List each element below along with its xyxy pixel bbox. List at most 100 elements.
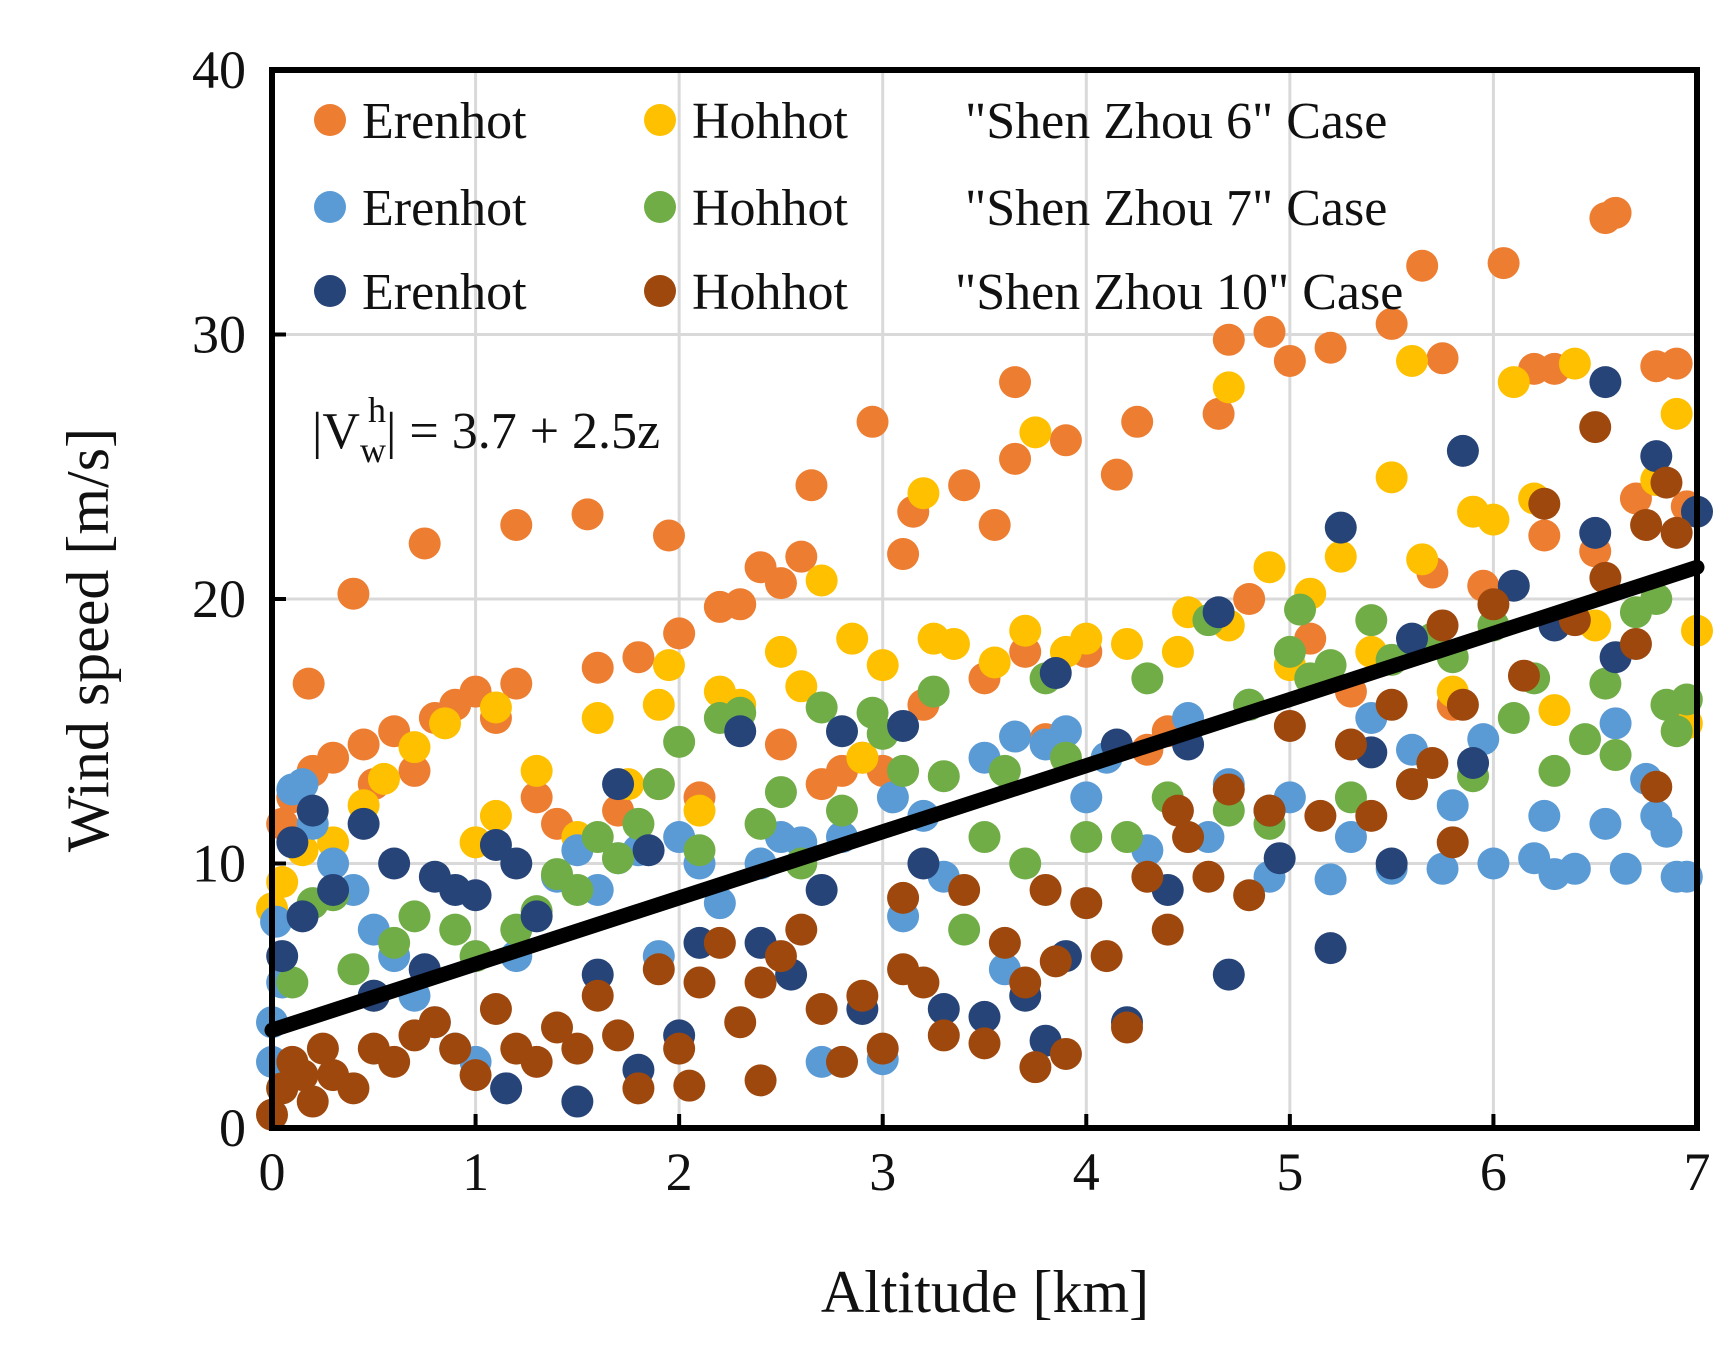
data-point bbox=[500, 847, 533, 880]
data-point bbox=[296, 794, 329, 827]
data-point bbox=[999, 366, 1032, 399]
data-point bbox=[1396, 768, 1428, 801]
data-point bbox=[1273, 635, 1306, 668]
data-point bbox=[826, 794, 858, 827]
data-point bbox=[317, 873, 350, 906]
data-point bbox=[1151, 913, 1184, 946]
data-point bbox=[1497, 569, 1530, 602]
data-point bbox=[1212, 323, 1245, 356]
data-point bbox=[866, 649, 899, 682]
data-point bbox=[317, 847, 350, 880]
data-point bbox=[744, 1064, 777, 1097]
data-point bbox=[1090, 940, 1123, 973]
legend-marker bbox=[644, 191, 676, 223]
data-point bbox=[968, 1000, 1001, 1033]
data-point bbox=[887, 754, 920, 787]
y-tick-label: 20 bbox=[192, 569, 246, 629]
data-point bbox=[1212, 371, 1245, 404]
data-point bbox=[805, 691, 838, 724]
data-point bbox=[1019, 1051, 1052, 1084]
data-point bbox=[1375, 307, 1408, 340]
data-point bbox=[429, 707, 462, 740]
fit-equation-lhs: |V bbox=[312, 403, 360, 460]
data-point bbox=[724, 588, 757, 621]
data-point bbox=[1161, 635, 1194, 668]
data-point bbox=[1049, 715, 1082, 748]
data-point bbox=[561, 1085, 594, 1118]
data-point bbox=[1528, 487, 1561, 520]
data-point bbox=[1070, 887, 1103, 920]
data-point bbox=[1507, 659, 1540, 692]
data-point bbox=[286, 1059, 319, 1092]
data-point bbox=[1497, 366, 1530, 399]
data-point bbox=[1599, 739, 1632, 772]
data-point bbox=[1111, 821, 1143, 854]
data-point bbox=[1111, 627, 1143, 660]
fit-equation-rhs: | = 3.7 + 2.5z bbox=[386, 403, 660, 460]
y-tick-label: 30 bbox=[192, 305, 246, 365]
legend-label: Erenhot bbox=[362, 93, 527, 150]
data-point bbox=[988, 754, 1021, 787]
data-point bbox=[479, 691, 512, 724]
data-point bbox=[1406, 543, 1439, 576]
data-point bbox=[1070, 821, 1103, 854]
x-axis-label: Altitude [km] bbox=[821, 1259, 1149, 1325]
data-point bbox=[1284, 593, 1317, 626]
data-point bbox=[1436, 826, 1469, 859]
y-tick-label: 10 bbox=[192, 834, 246, 894]
x-tick-label: 5 bbox=[1276, 1142, 1303, 1202]
data-point bbox=[1121, 405, 1154, 438]
data-point bbox=[795, 469, 828, 502]
data-point bbox=[1111, 1011, 1143, 1044]
data-point bbox=[1579, 411, 1612, 444]
data-point bbox=[1131, 662, 1164, 695]
data-point bbox=[1375, 847, 1408, 880]
legend-label: Hohhot bbox=[692, 264, 849, 321]
data-point bbox=[744, 966, 777, 999]
data-point bbox=[1396, 344, 1428, 377]
data-point bbox=[683, 966, 716, 999]
data-point bbox=[1660, 397, 1693, 430]
data-point bbox=[663, 725, 696, 758]
data-point bbox=[378, 847, 411, 880]
legend-marker bbox=[314, 191, 346, 223]
data-point bbox=[1650, 466, 1683, 499]
data-point bbox=[317, 741, 350, 774]
data-point bbox=[439, 913, 472, 946]
data-point bbox=[1253, 794, 1286, 827]
legend-label: Erenhot bbox=[362, 180, 527, 237]
data-point bbox=[347, 807, 380, 840]
data-point bbox=[1334, 728, 1367, 761]
data-point bbox=[500, 508, 533, 541]
data-point bbox=[1477, 588, 1510, 621]
data-point bbox=[398, 754, 431, 787]
data-point bbox=[642, 688, 675, 721]
data-point bbox=[286, 900, 319, 933]
data-point bbox=[622, 641, 655, 674]
data-point bbox=[785, 670, 818, 703]
fit-line-group bbox=[264, 559, 1705, 1038]
series-5 bbox=[256, 411, 1693, 1131]
data-point bbox=[1161, 794, 1194, 827]
data-point bbox=[917, 675, 950, 708]
data-point bbox=[1589, 807, 1622, 840]
data-point bbox=[1487, 247, 1520, 280]
data-point bbox=[1477, 503, 1510, 536]
data-point bbox=[968, 1027, 1001, 1060]
data-point bbox=[1589, 366, 1622, 399]
data-point bbox=[673, 1069, 706, 1102]
data-point bbox=[1589, 667, 1622, 700]
data-point bbox=[1314, 932, 1347, 965]
data-point bbox=[764, 635, 797, 668]
data-point bbox=[1233, 879, 1266, 912]
data-point bbox=[764, 940, 797, 973]
data-point bbox=[1212, 958, 1245, 991]
data-point bbox=[1039, 945, 1072, 978]
data-point bbox=[337, 577, 370, 610]
data-point bbox=[1314, 649, 1347, 682]
data-point bbox=[1304, 799, 1337, 832]
data-point bbox=[561, 1032, 594, 1065]
data-point bbox=[520, 781, 553, 814]
data-point bbox=[1436, 789, 1469, 822]
data-point bbox=[642, 953, 675, 986]
